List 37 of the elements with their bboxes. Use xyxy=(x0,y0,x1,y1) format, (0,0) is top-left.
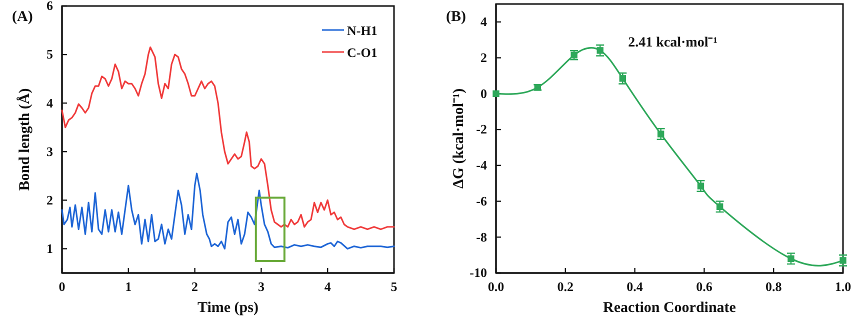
y-tick-label: 5 xyxy=(46,46,54,62)
y-axis-title: ΔG (kcal·mol⁻¹) xyxy=(451,88,467,189)
annotation: 2.41 kcal·mol⁻¹ xyxy=(628,35,718,50)
legend-label: N-H1 xyxy=(347,23,378,38)
x-tick-label: 0.0 xyxy=(488,279,504,294)
y-tick-label: -4 xyxy=(476,158,488,173)
x-axis-title: Reaction Coordinate xyxy=(603,300,736,316)
line-series xyxy=(61,46,395,230)
x-tick-label: 0.4 xyxy=(626,279,644,294)
line-series xyxy=(61,172,395,250)
y-tick-label: 0 xyxy=(480,86,487,101)
y-tick-label: -6 xyxy=(476,193,488,208)
chart-title: (B) xyxy=(446,9,466,25)
y-axis-title: Bond length (Å) xyxy=(16,88,33,191)
y-tick-label: 6 xyxy=(46,0,54,14)
x-tick-label: 3 xyxy=(258,279,265,294)
y-tick-label: 4 xyxy=(46,95,54,110)
x-tick-label: 4 xyxy=(324,279,332,294)
y-tick-label: 3 xyxy=(46,144,54,159)
y-tick-label: -10 xyxy=(470,265,487,280)
y-tick-label: -2 xyxy=(476,122,487,137)
x-tick-label: 1.0 xyxy=(834,279,852,294)
x-tick-label: 0 xyxy=(58,279,66,294)
y-tick-label: 2 xyxy=(480,50,487,65)
x-tick-label: 1 xyxy=(125,279,132,294)
y-tick-label: 2 xyxy=(46,192,53,208)
x-tick-label: 2 xyxy=(192,279,198,294)
chart-title: (A) xyxy=(12,9,33,25)
x-axis-title: Time (ps) xyxy=(198,300,258,316)
y-tick-label: -8 xyxy=(476,229,488,244)
x-tick-label: 0.2 xyxy=(557,279,574,294)
x-tick-label: 0.8 xyxy=(765,279,782,294)
x-tick-label: 5 xyxy=(390,279,398,294)
x-tick-label: 0.6 xyxy=(696,279,713,294)
y-tick-label: 4 xyxy=(480,14,488,30)
y-tick-label: 1 xyxy=(46,240,53,256)
legend-label: C-O1 xyxy=(347,45,378,60)
